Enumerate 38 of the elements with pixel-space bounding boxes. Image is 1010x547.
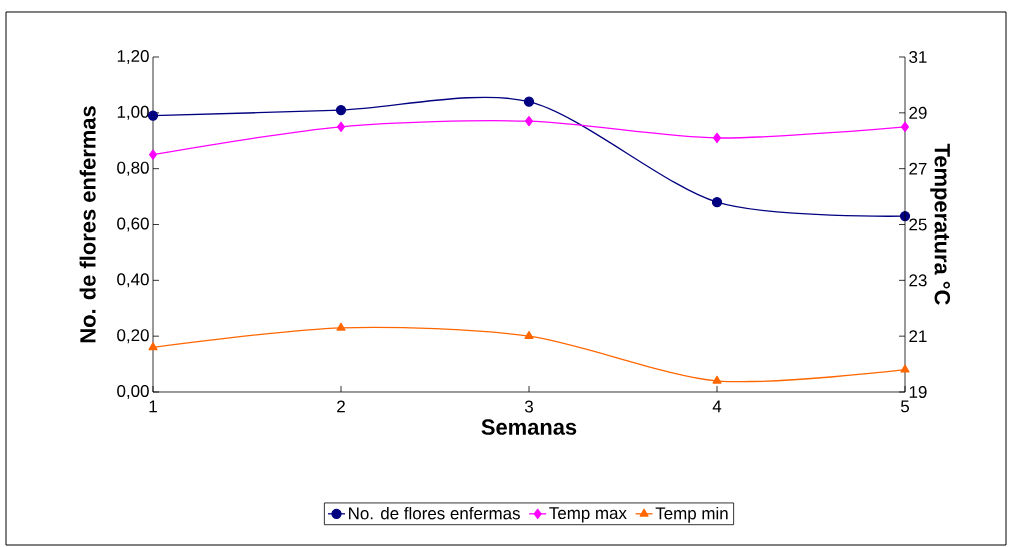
point [336,121,346,132]
y2-tick-label: 29 [909,106,927,119]
x-tick-label: 5 [900,400,909,413]
y2-tick-label: 27 [909,162,927,175]
y-tick-label: 0,40 [117,273,149,288]
y2-tick-label: 31 [909,51,927,63]
legend-label: Temp min [655,506,728,523]
y2-axis-title: Temperatura °C [930,143,951,305]
y-tick-label: 0,80 [117,161,149,176]
point [712,375,722,384]
x-tick-label: 4 [712,400,722,413]
point [148,342,158,351]
point [711,197,723,208]
y2-tick-label: 19 [909,386,927,398]
y-tick-label: 1,00 [117,105,149,120]
x-tick-label: 3 [524,400,533,413]
y-tick-label: 1,20 [117,50,149,64]
y2-tick-label: 21 [909,330,927,343]
point [900,121,910,132]
legend-label: No. de flores enfermas [349,506,520,520]
legend-label: Temp max [549,507,627,523]
point [524,116,534,127]
x-tick-label: 2 [337,400,345,413]
y-axis-title: No. de flores enfermas [79,106,96,343]
point [148,149,158,160]
point [712,132,722,144]
y2-tick-label: 23 [909,274,927,287]
point [335,104,347,116]
y2-tick-label: 25 [909,218,927,231]
point [523,96,535,107]
y-tick-label: 0,00 [117,385,149,399]
point [524,331,534,340]
point [900,364,910,373]
x-tick-label: 1 [149,400,157,413]
point [336,322,346,331]
y-tick-label: 0,20 [117,329,149,344]
y-tick-label: 0,60 [117,217,149,232]
x-axis-title: Semanas [481,419,577,435]
